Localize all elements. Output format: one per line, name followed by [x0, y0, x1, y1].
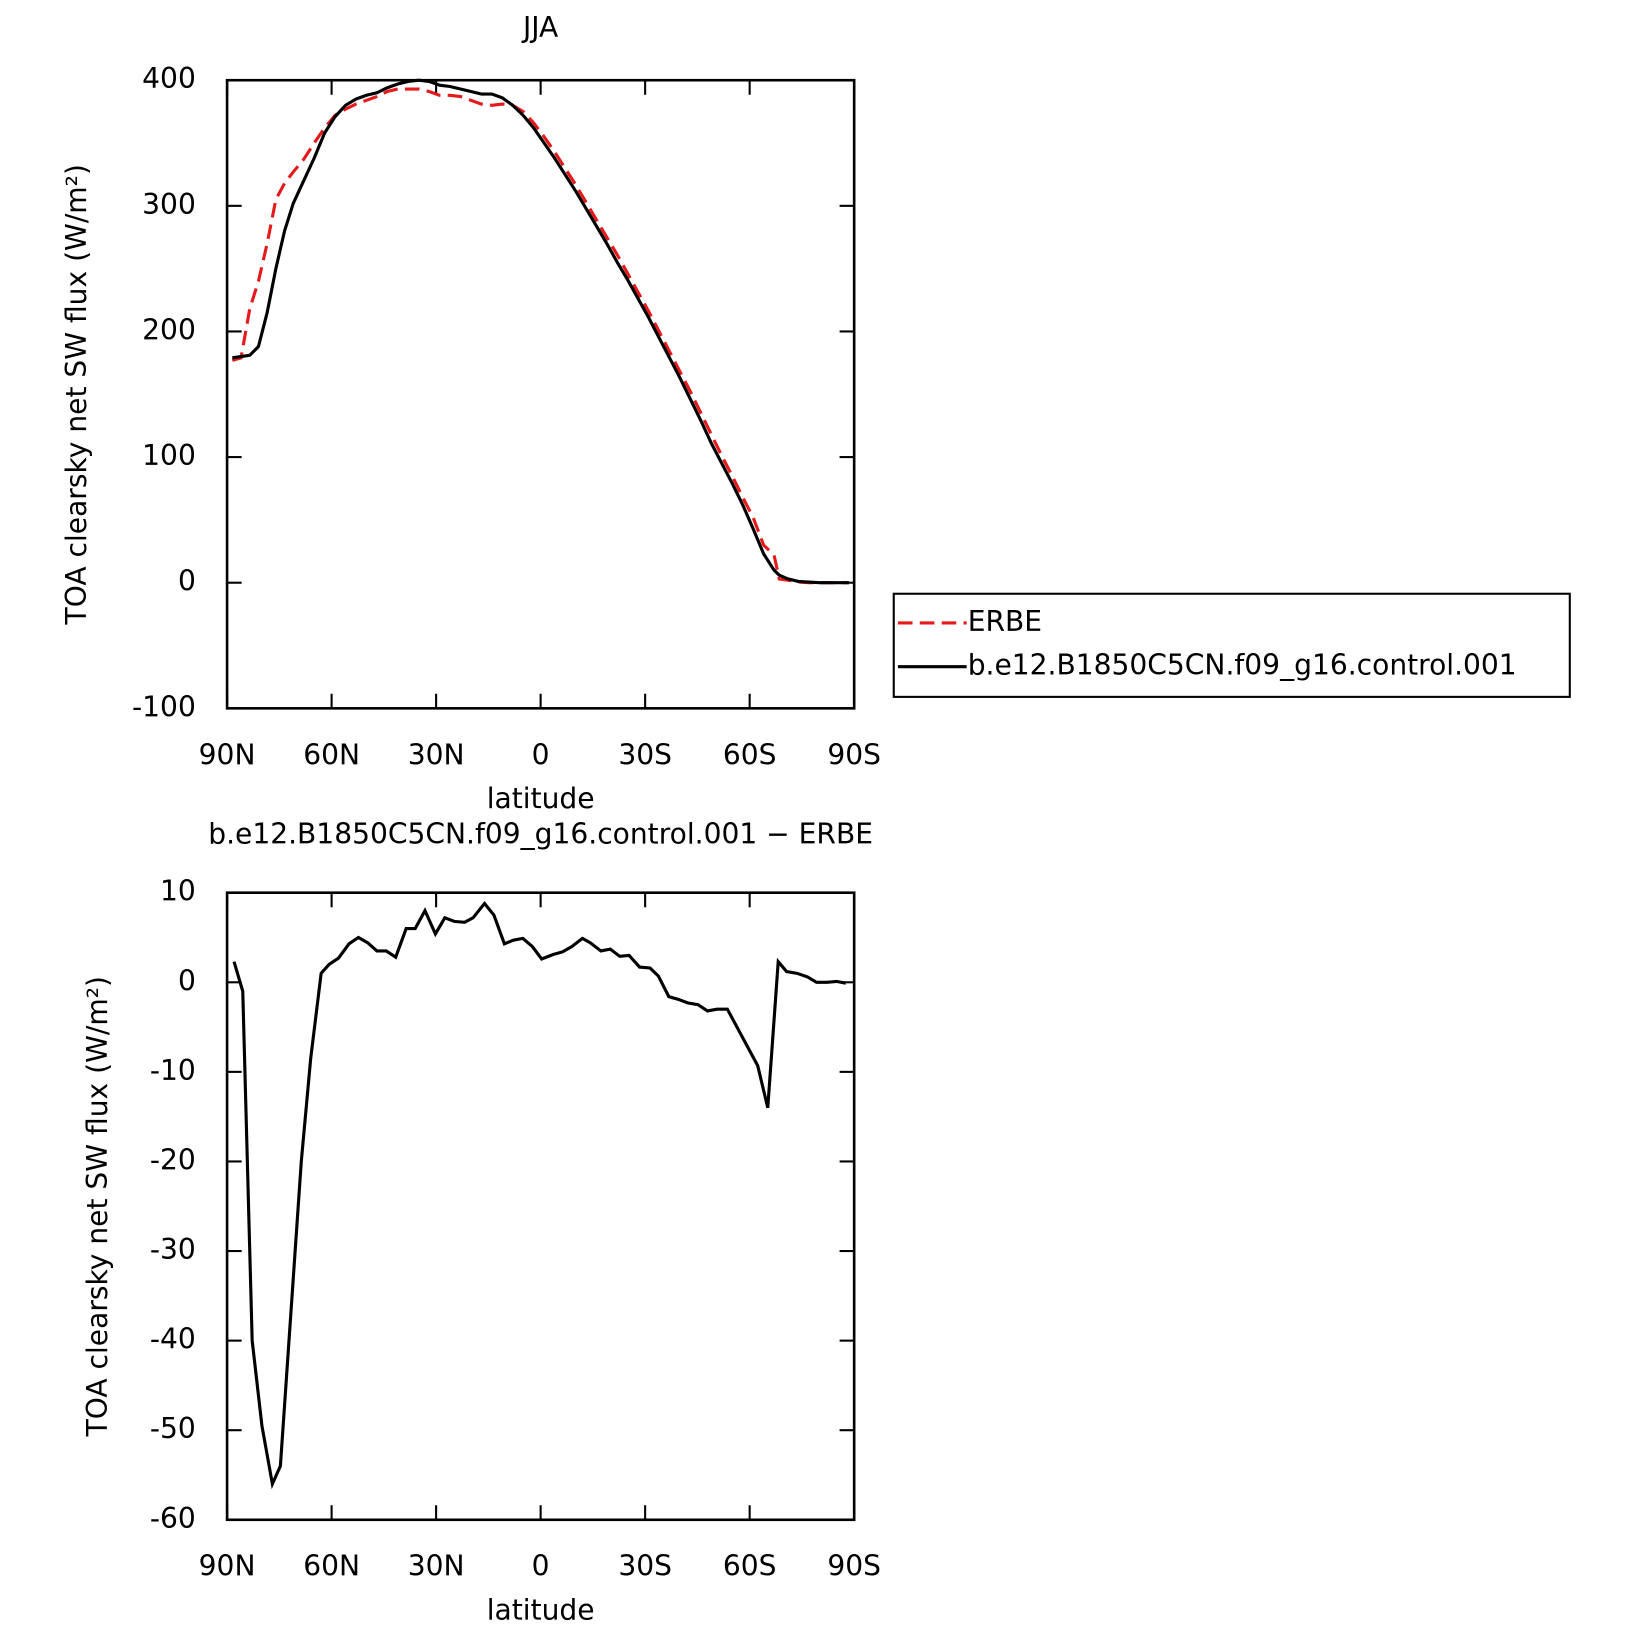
y-tick-label: 400	[142, 62, 196, 95]
data-line	[232, 78, 849, 585]
x-tick-label: 60S	[723, 738, 777, 771]
data-line	[232, 900, 847, 1490]
y-tick-label: -10	[150, 1054, 196, 1087]
y-tick-label: -100	[132, 690, 196, 723]
y-tick-label: 200	[142, 313, 196, 346]
y-tick-label: -20	[150, 1143, 196, 1176]
legend-label: ERBE	[968, 605, 1042, 638]
x-tick-label: 60N	[303, 1550, 360, 1583]
y-axis-label: TOA clearsky net SW flux (W/m²)	[60, 164, 93, 625]
x-tick-label: 30N	[408, 738, 465, 771]
y-axis-label: TOA clearsky net SW flux (W/m²)	[81, 976, 114, 1437]
x-tick-label: 90N	[199, 1550, 256, 1583]
chart-title: JJA	[521, 11, 558, 44]
y-tick-label: -40	[150, 1323, 196, 1356]
y-tick-label: 10	[160, 875, 196, 908]
data-line	[231, 87, 849, 585]
y-tick-label: 0	[178, 565, 196, 598]
x-axis-label: latitude	[487, 782, 595, 815]
x-tick-label: 90N	[199, 738, 256, 771]
x-tick-label: 90S	[827, 738, 881, 771]
y-tick-label: 0	[178, 964, 196, 997]
x-tick-label: 30S	[618, 738, 672, 771]
x-tick-label: 30S	[618, 1550, 672, 1583]
y-tick-label: -50	[150, 1412, 196, 1445]
y-tick-label: 300	[142, 188, 196, 221]
y-tick-label: 100	[142, 439, 196, 472]
chart-title: b.e12.B1850C5CN.f09_g16.control.001 − ER…	[208, 817, 873, 850]
x-tick-label: 30N	[408, 1550, 465, 1583]
plot-frame	[225, 891, 856, 1522]
y-tick-label: -30	[150, 1233, 196, 1266]
x-tick-label: 90S	[827, 1550, 881, 1583]
y-tick-label: -60	[150, 1502, 196, 1535]
legend-label: b.e12.B1850C5CN.f09_g16.control.001	[968, 649, 1517, 682]
x-tick-label: 0	[532, 1550, 550, 1583]
plot-frame	[225, 78, 856, 710]
x-axis-label: latitude	[487, 1593, 595, 1625]
x-tick-label: 60S	[723, 1550, 777, 1583]
legend-box	[892, 592, 1571, 698]
x-tick-label: 0	[532, 738, 550, 771]
x-tick-label: 60N	[303, 738, 360, 771]
